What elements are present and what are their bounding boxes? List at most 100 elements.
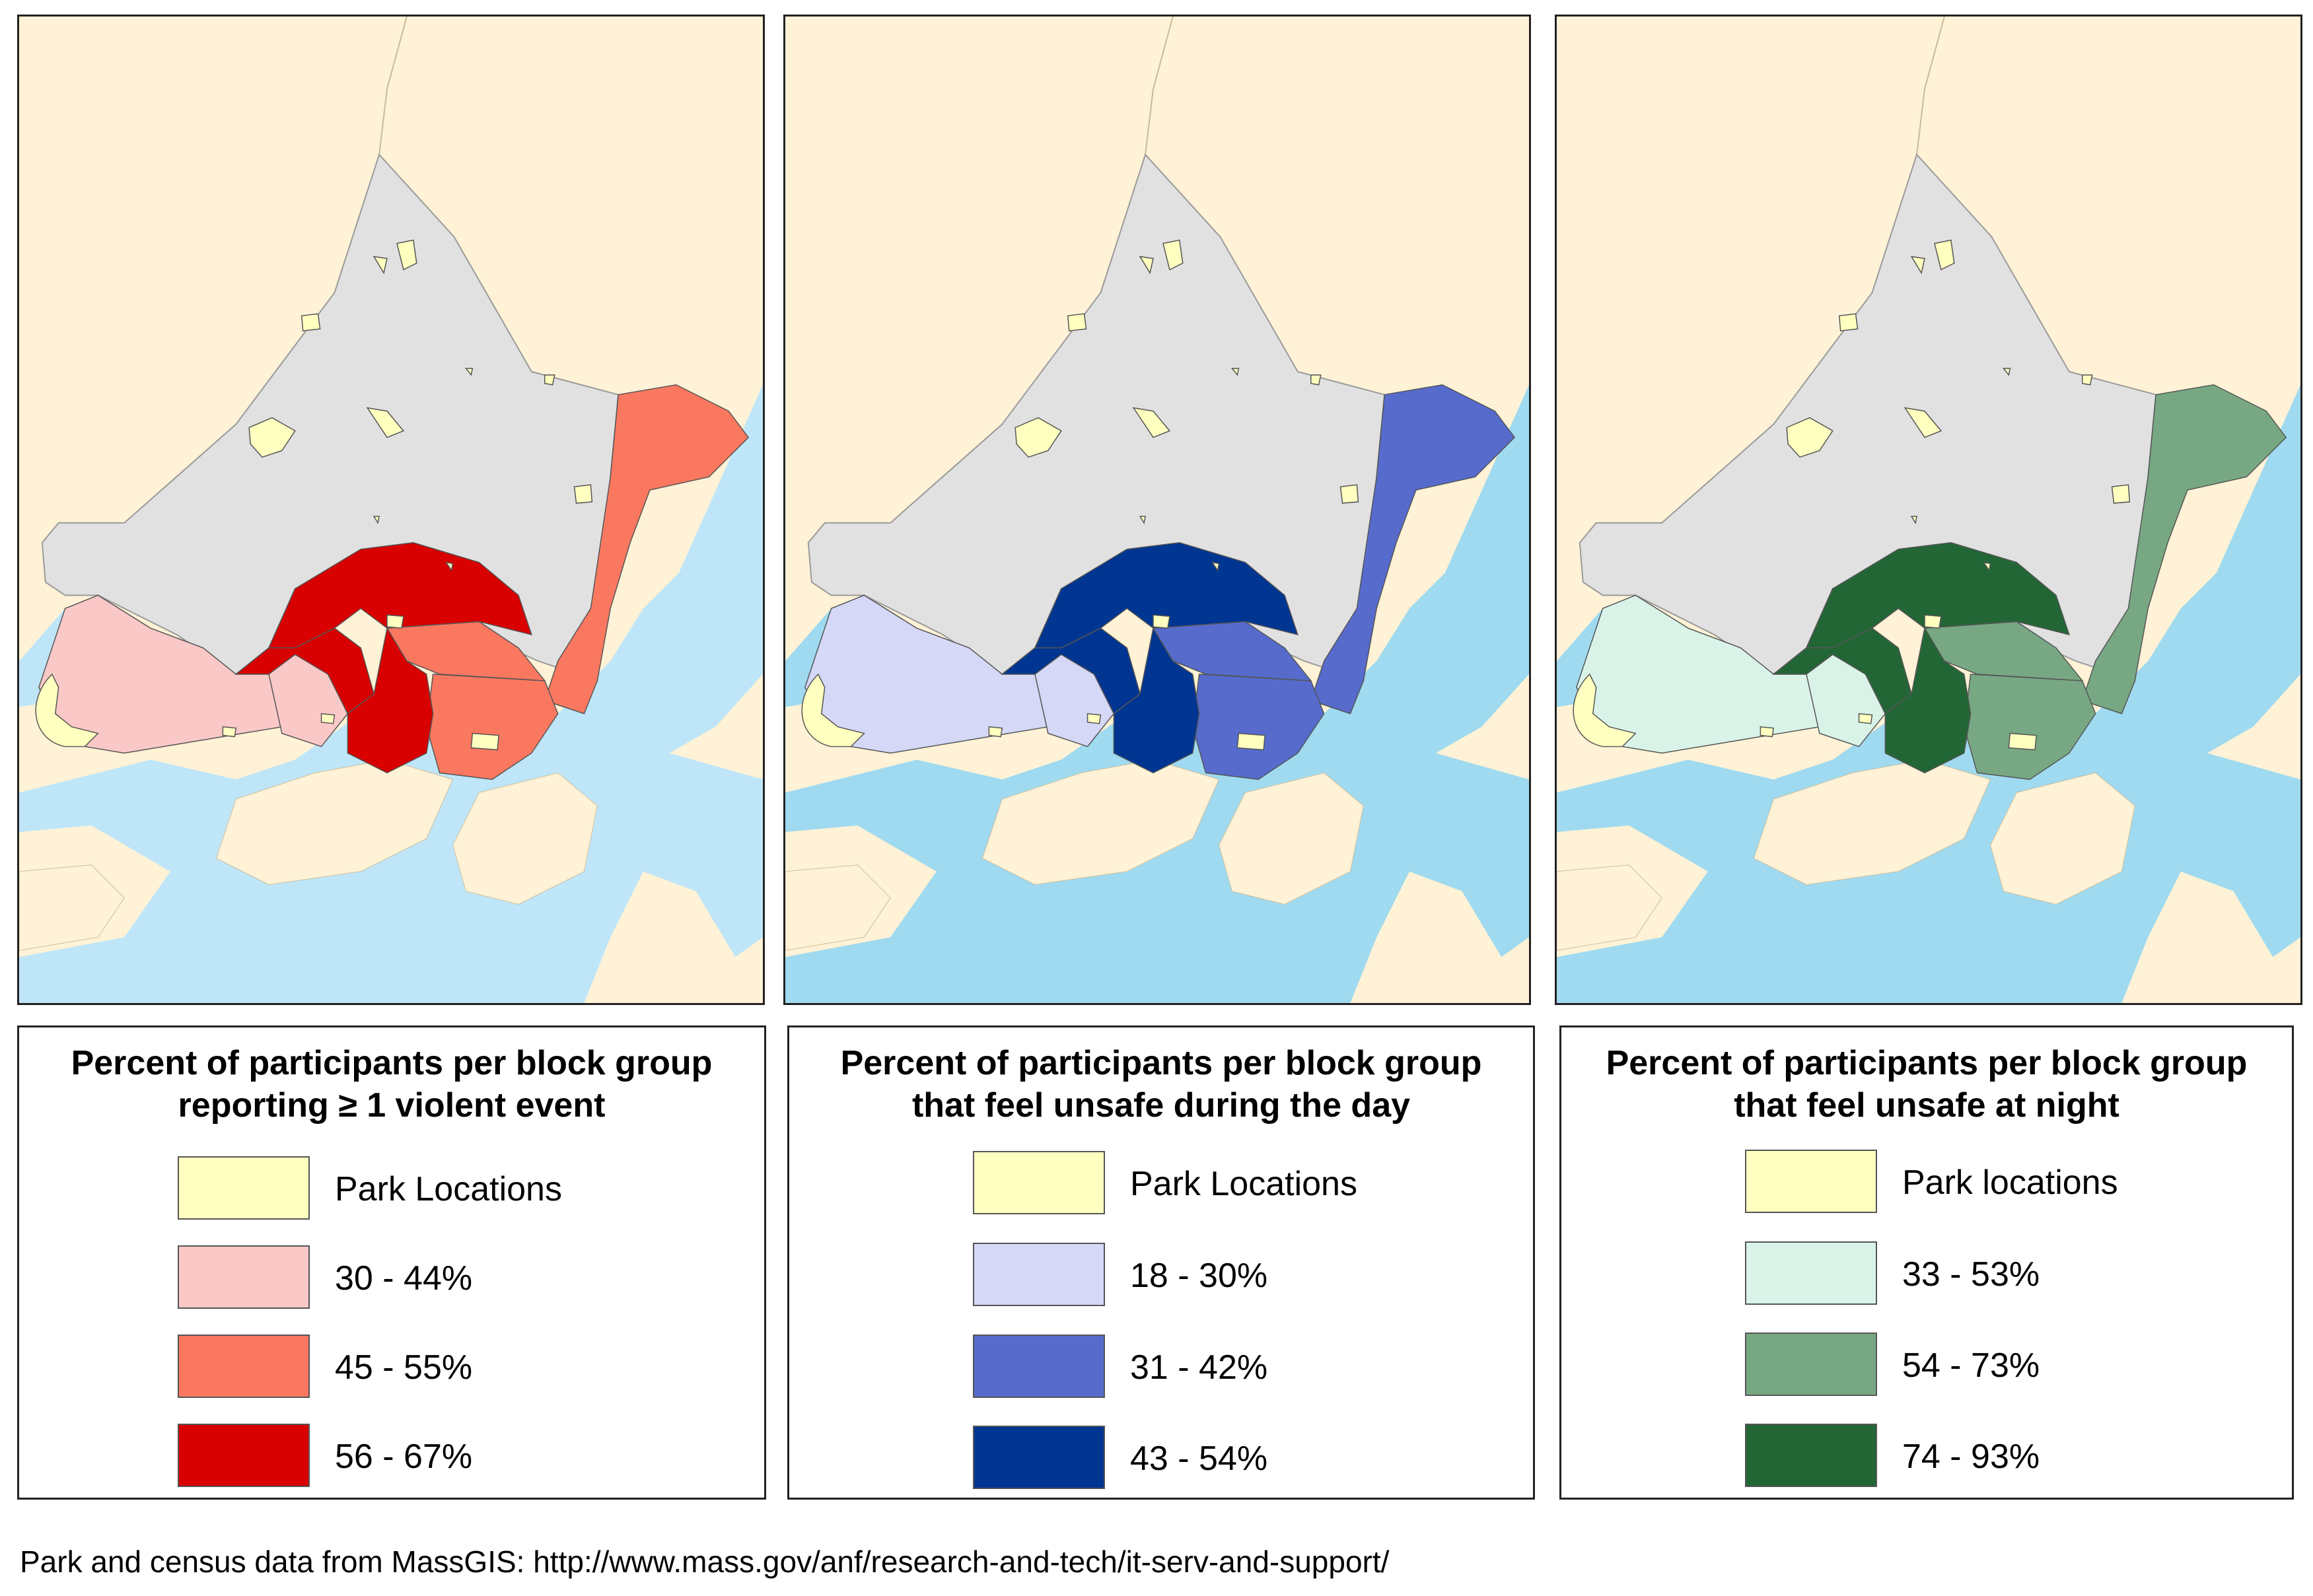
park-location (2002, 368, 2011, 376)
legend-title: Percent of participants per block group … (789, 1042, 1533, 1127)
road-line (378, 17, 408, 155)
water-area (1495, 398, 1529, 491)
park-location (464, 368, 474, 376)
block-group-core-south (1113, 627, 1200, 774)
park-location (1211, 561, 1220, 572)
park-location (1162, 239, 1184, 271)
park-location (1924, 614, 1942, 629)
land-parcel (452, 772, 598, 905)
legend-swatch (973, 1426, 1105, 1489)
park-location (2082, 374, 2093, 386)
legend-swatch (1745, 1150, 1877, 1213)
water-area (729, 398, 763, 491)
park-location (1858, 712, 1873, 724)
map-unsafe-day (785, 17, 1529, 1003)
legend-title-line2: that feel unsafe during the day (911, 1086, 1411, 1125)
park-location (386, 614, 404, 629)
water-area (479, 384, 763, 753)
park-location (1153, 614, 1170, 629)
legend-swatch (178, 1424, 310, 1487)
block-group-east-strip (544, 384, 750, 714)
park-location (396, 239, 417, 271)
legend-swatch (178, 1245, 310, 1309)
water-area (2016, 384, 2300, 753)
land-parcel (1557, 864, 1662, 951)
park-location (470, 732, 499, 751)
legend-title: Percent of participants per block group … (19, 1042, 764, 1127)
legend-title-line1: Percent of participants per block group (71, 1044, 713, 1082)
legend-label: 54 - 73% (1902, 1346, 2040, 1385)
legend-swatch (1745, 1333, 1877, 1396)
park-location (1132, 407, 1171, 438)
legend-title-line2: reporting ≥ 1 violent event (178, 1086, 606, 1125)
block-group-core-south (347, 627, 434, 774)
legend-label: Park locations (1902, 1163, 2118, 1202)
park-location (1310, 374, 1322, 386)
map-violent-event (19, 17, 763, 1003)
legend-label: 30 - 44% (335, 1259, 473, 1298)
park-location (1139, 516, 1147, 524)
water-area (1245, 384, 1529, 753)
park-location (1139, 256, 1154, 275)
road-line (1916, 17, 1945, 155)
park-location (1230, 368, 1240, 376)
legend-label: 18 - 30% (1130, 1257, 1268, 1295)
legend-label: Park Locations (335, 1170, 562, 1208)
block-group-east-strip (2081, 384, 2287, 714)
map-panel-unsafe-day (783, 15, 1531, 1005)
map-panel-unsafe-night (1555, 15, 2302, 1005)
land-parcel (981, 759, 1220, 885)
park-location (222, 726, 237, 738)
land-parcel (1989, 772, 2135, 905)
legend-violent-event: Percent of participants per block group … (17, 1025, 766, 1500)
park-location (1910, 256, 1925, 275)
legend-title: Percent of participants per block group … (1561, 1042, 2292, 1127)
park-location (1339, 484, 1359, 504)
park-location (2008, 732, 2037, 751)
park-location (1760, 726, 1775, 738)
data-source-note: Park and census data from MassGIS: http:… (20, 1544, 1390, 1579)
legend-title-line2: that feel unsafe at night (1734, 1086, 2119, 1125)
legend-label: 56 - 67% (335, 1438, 473, 1476)
land-parcel (215, 759, 454, 885)
park-location (35, 673, 99, 747)
water-area (2266, 398, 2300, 491)
legend-swatch (1745, 1424, 1877, 1487)
park-location (988, 726, 1003, 738)
legend-label: 74 - 93% (1902, 1438, 2040, 1476)
map-panel-violent-event (17, 15, 765, 1005)
legend-label: 33 - 53% (1902, 1255, 2040, 1294)
park-location (1086, 712, 1102, 724)
legend-swatch (973, 1151, 1105, 1214)
park-location (1573, 673, 1637, 747)
park-location (248, 417, 296, 458)
park-location (573, 484, 593, 504)
park-location (445, 561, 454, 572)
park-location (1838, 313, 1859, 331)
legend-swatch (1745, 1241, 1877, 1305)
legend-label: 31 - 42% (1130, 1348, 1268, 1387)
park-location (373, 516, 380, 524)
legend-swatch (178, 1156, 310, 1220)
park-location (1014, 417, 1062, 458)
park-location (373, 256, 388, 275)
park-location (1904, 407, 1942, 438)
legend-swatch (973, 1243, 1105, 1306)
legend-unsafe-day: Percent of participants per block group … (787, 1025, 1535, 1500)
legend-swatch (178, 1335, 310, 1398)
park-location (544, 374, 555, 386)
land-parcel (19, 864, 125, 951)
legend-title-line1: Percent of participants per block group (840, 1044, 1482, 1082)
legend-label: 43 - 54% (1130, 1440, 1268, 1478)
park-location (2111, 484, 2131, 504)
block-group-east-strip (1310, 384, 1516, 714)
park-location (1910, 516, 1918, 524)
block-group-core-south (1884, 627, 1972, 774)
park-location (320, 712, 336, 724)
legend-label: 45 - 55% (335, 1348, 473, 1387)
land-parcel (1218, 772, 1364, 905)
legend-title-line1: Percent of participants per block group (1606, 1044, 2248, 1082)
land-parcel (1753, 759, 1991, 885)
legend-label: Park Locations (1130, 1165, 1357, 1203)
road-line (1145, 17, 1174, 155)
